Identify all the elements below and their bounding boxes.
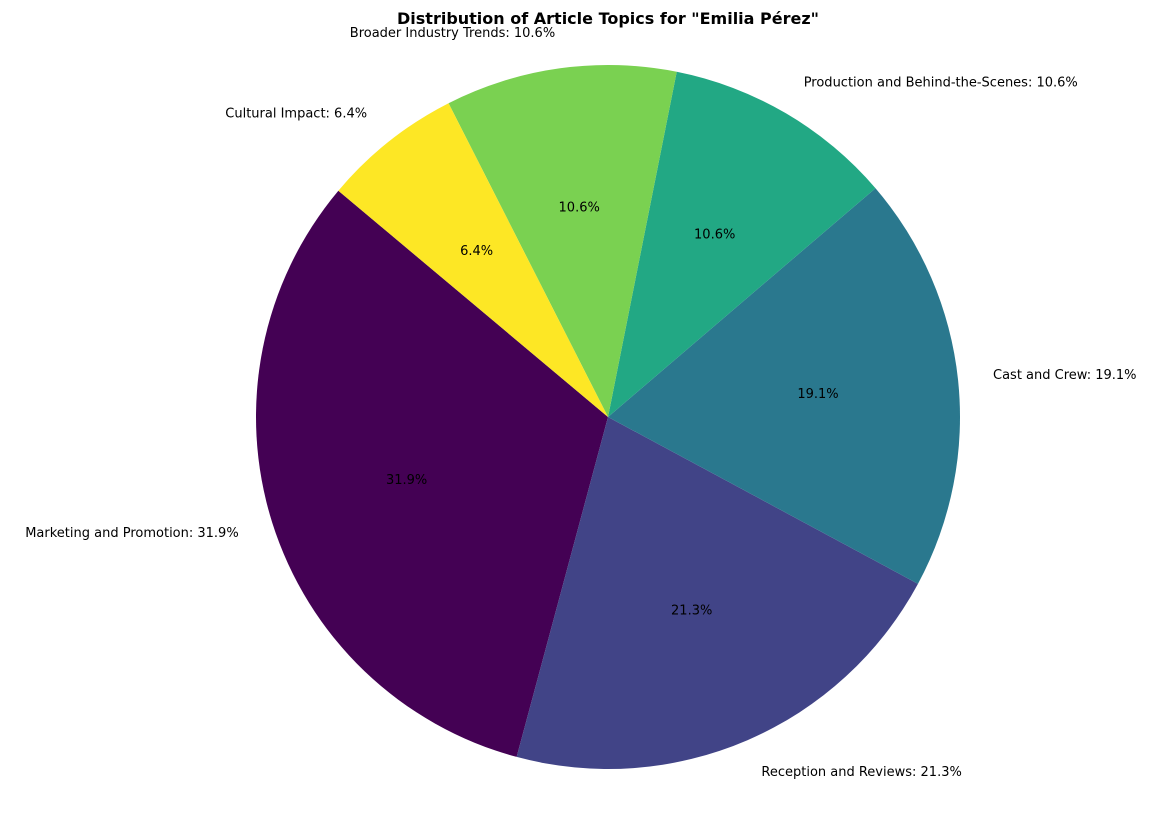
pie-slice-cast-and-crew [608, 188, 961, 584]
slice-label-reception-and-reviews: Reception and Reviews: 21.3% [761, 765, 961, 780]
slice-label-cast-and-crew: Cast and Crew: 19.1% [993, 368, 1137, 383]
pie-slice-marketing-and-promotion [256, 190, 608, 757]
pct-label-production-and-behind-the-scenes: 10.6% [694, 227, 735, 242]
pie-slice-production-and-behind-the-scenes [608, 71, 876, 417]
pct-label-cast-and-crew: 19.1% [797, 387, 838, 402]
pct-label-broader-industry-trends: 10.6% [559, 200, 600, 215]
pie-slice-reception-and-reviews [516, 417, 918, 769]
slice-label-marketing-and-promotion: Marketing and Promotion: 31.9% [25, 526, 238, 541]
slice-label-cultural-impact: Cultural Impact: 6.4% [225, 106, 367, 121]
pct-label-cultural-impact: 6.4% [460, 244, 493, 259]
slice-label-production-and-behind-the-scenes: Production and Behind-the-Scenes: 10.6% [804, 75, 1078, 90]
pie-slice-broader-industry-trends [448, 65, 677, 417]
pct-label-reception-and-reviews: 21.3% [671, 603, 712, 618]
pct-label-marketing-and-promotion: 31.9% [386, 473, 427, 488]
chart-title: Distribution of Article Topics for "Emil… [397, 9, 819, 28]
slice-label-broader-industry-trends: Broader Industry Trends: 10.6% [350, 26, 555, 41]
pie-slice-cultural-impact [338, 103, 608, 417]
slices-layer [256, 65, 961, 769]
labels-layer: 31.9% Marketing and Promotion: 31.9% 21.3%… [25, 26, 1136, 780]
